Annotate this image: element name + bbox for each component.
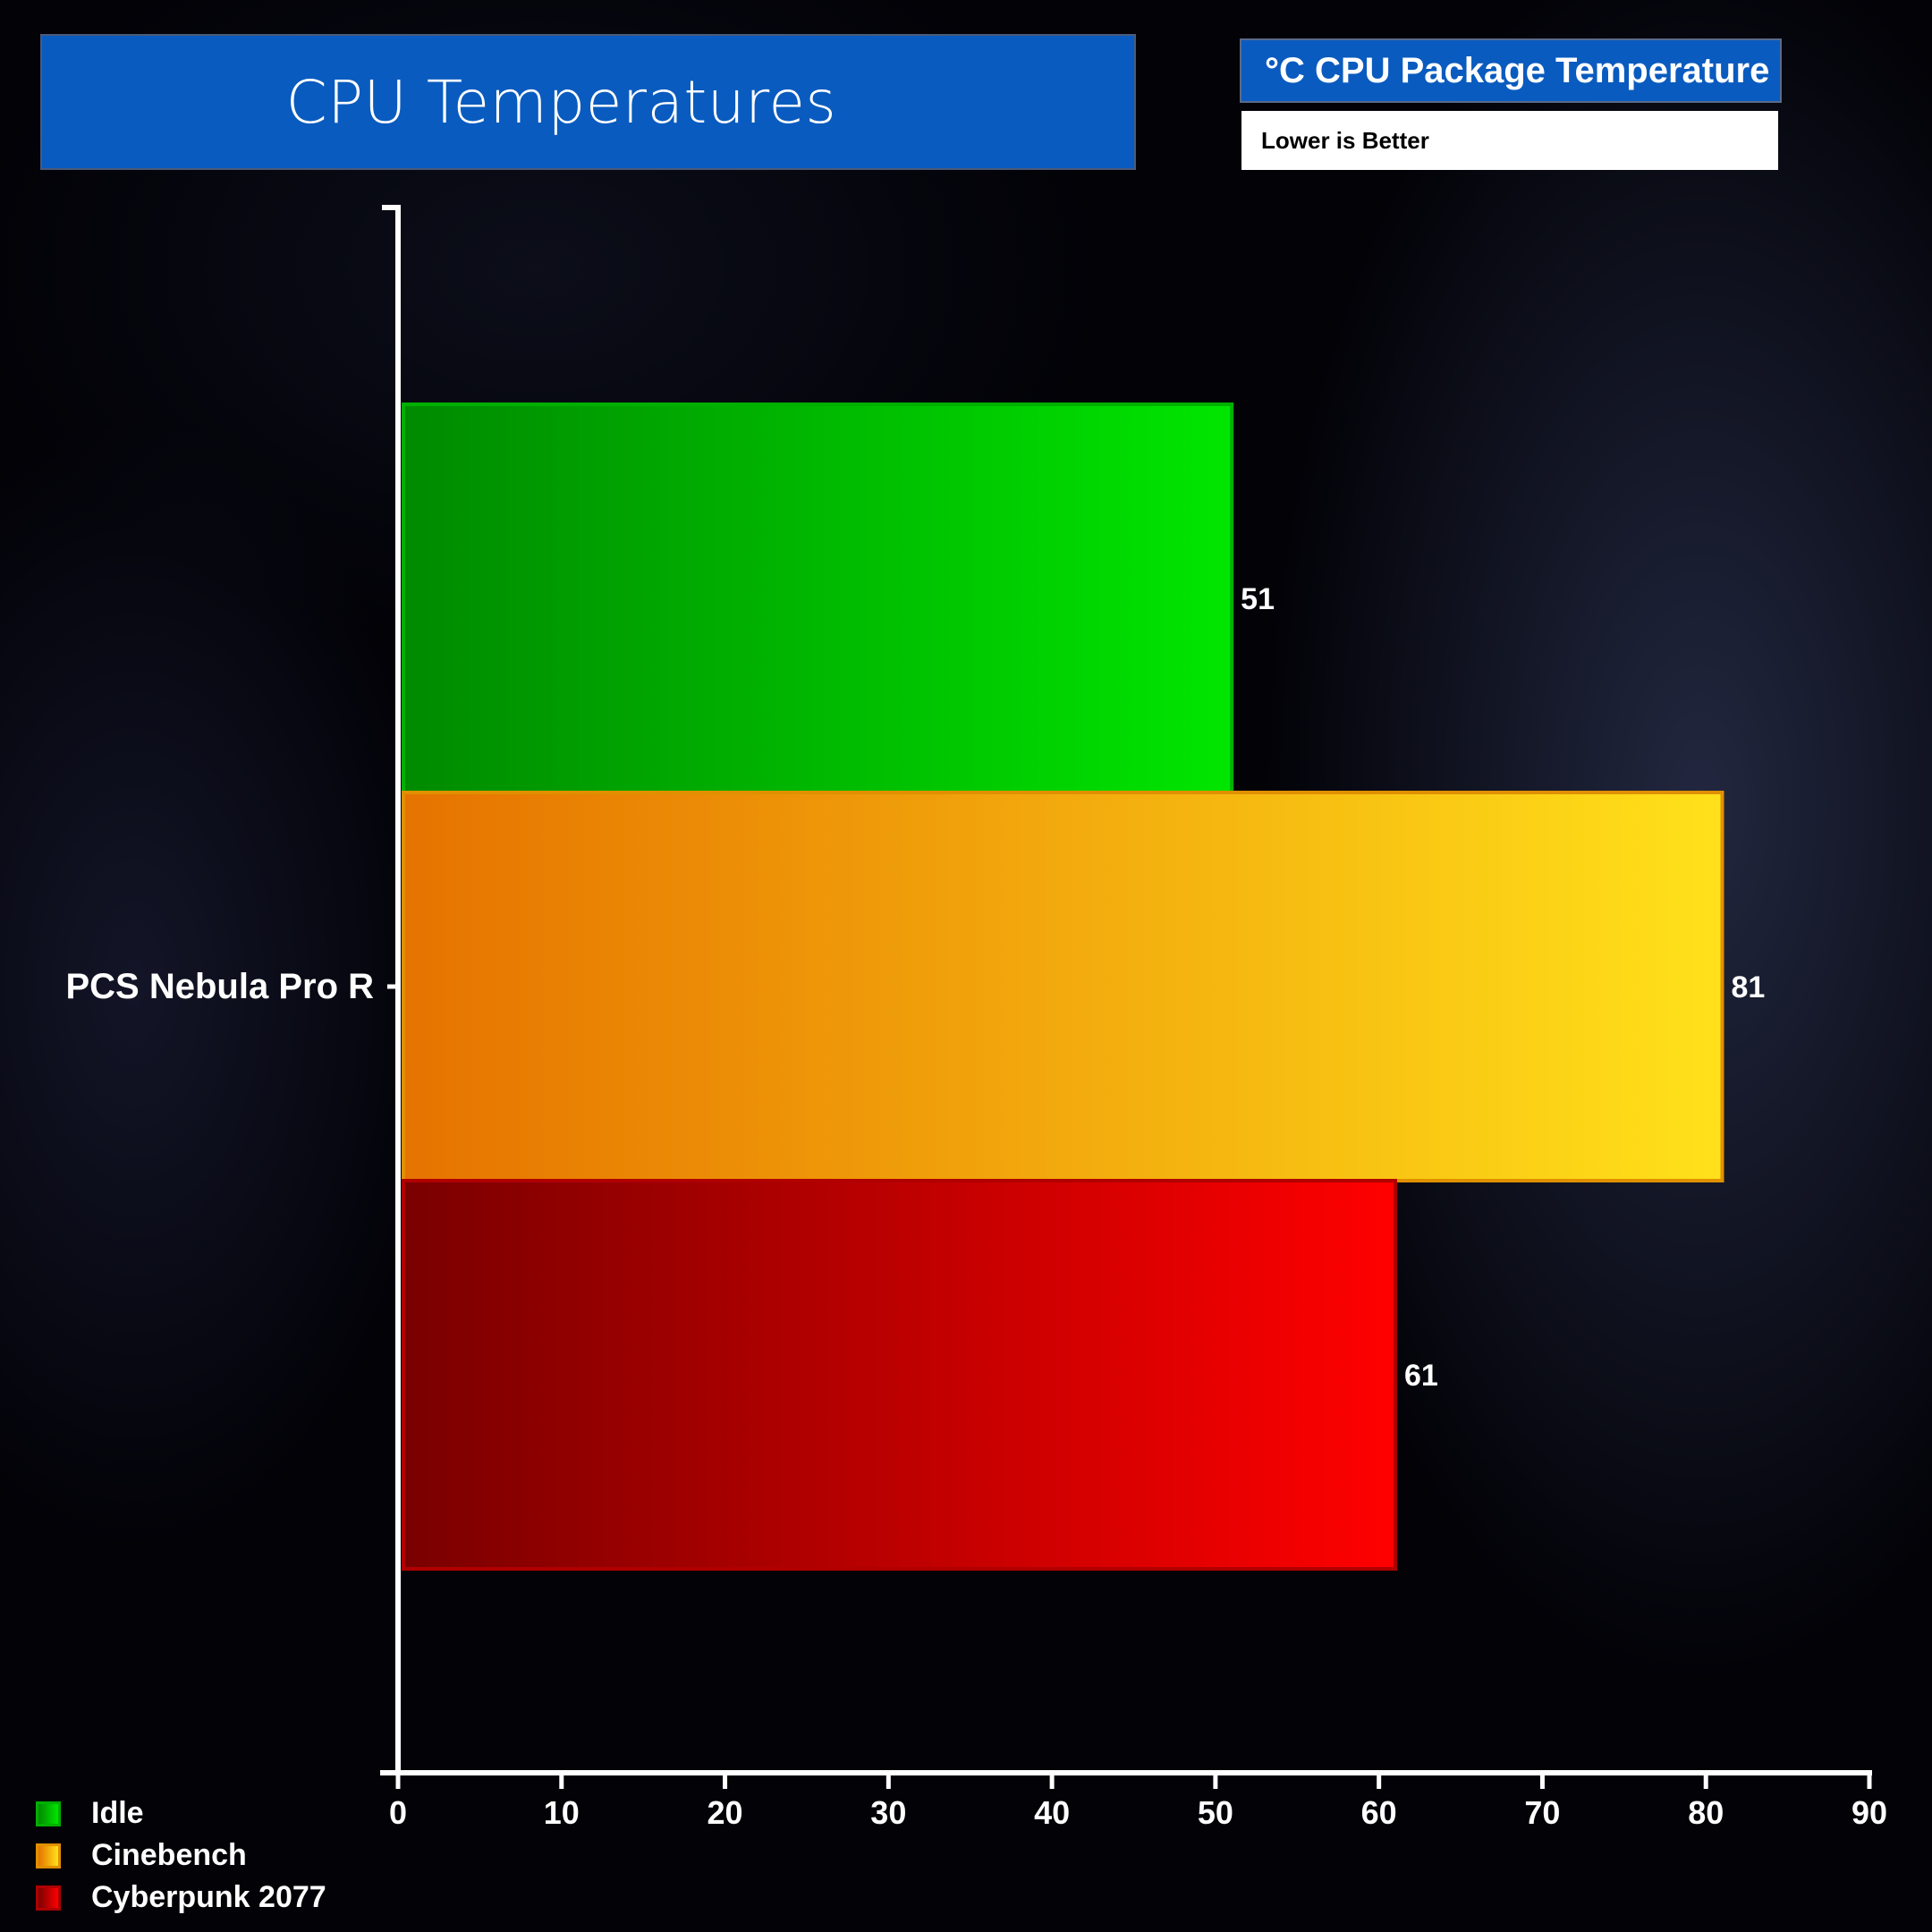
legend-swatch xyxy=(36,1885,61,1911)
legend-label: Cyberpunk 2077 xyxy=(91,1880,326,1914)
note-label: Lower is Better xyxy=(1261,126,1429,154)
x-tick-label: 70 xyxy=(1524,1794,1560,1831)
data-label-cinebench: 81 xyxy=(1732,970,1766,1004)
chart-title: CPU Temperatures xyxy=(285,67,837,137)
category-label: PCS Nebula Pro R xyxy=(65,967,374,1006)
legend-label: Cinebench xyxy=(91,1838,247,1872)
x-tick-label: 50 xyxy=(1198,1794,1233,1831)
x-tick-label: 40 xyxy=(1034,1794,1070,1831)
legend-swatch xyxy=(36,1843,61,1868)
x-tick-label: 10 xyxy=(544,1794,580,1831)
legend: Idle Cinebench Cyberpunk 2077 xyxy=(36,1792,326,1919)
metric-box: °C CPU Package Temperature xyxy=(1240,38,1782,103)
x-tick-label: 90 xyxy=(1852,1794,1887,1831)
legend-item: Cinebench xyxy=(36,1835,326,1877)
chart-title-box: CPU Temperatures xyxy=(40,34,1136,170)
bar-cinebench xyxy=(402,791,1724,1182)
bar-cyberpunk-2077 xyxy=(402,1179,1397,1571)
note-box: Lower is Better xyxy=(1241,111,1778,170)
x-tick-label: 80 xyxy=(1688,1794,1724,1831)
legend-label: Idle xyxy=(91,1796,144,1830)
x-tick-label: 20 xyxy=(708,1794,743,1831)
x-tick-label: 0 xyxy=(389,1794,407,1831)
legend-item: Cyberpunk 2077 xyxy=(36,1877,326,1919)
x-tick-label: 30 xyxy=(870,1794,906,1831)
data-label-idle: 51 xyxy=(1241,582,1275,616)
legend-item: Idle xyxy=(36,1792,326,1835)
metric-label: °C CPU Package Temperature xyxy=(1265,50,1770,90)
data-label-cyberpunk-2077: 61 xyxy=(1404,1359,1438,1393)
legend-swatch xyxy=(36,1801,61,1826)
x-tick-label: 60 xyxy=(1361,1794,1397,1831)
bar-idle xyxy=(402,402,1234,794)
